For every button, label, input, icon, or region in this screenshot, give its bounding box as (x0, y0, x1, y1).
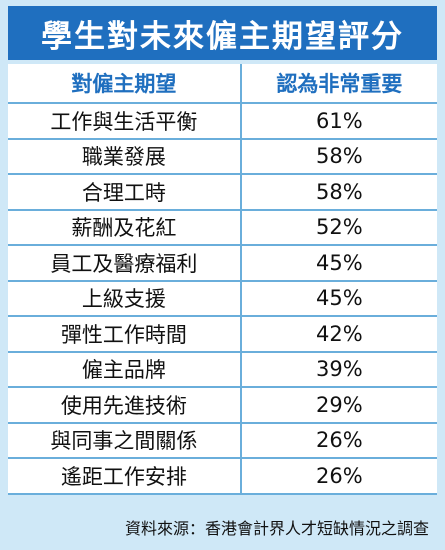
row-pct: 26% (240, 458, 437, 495)
row-item: 上級支援 (8, 280, 242, 317)
row-item: 合理工時 (8, 174, 242, 211)
row-item: 遙距工作安排 (8, 458, 242, 495)
row-item: 使用先進技術 (8, 387, 242, 424)
table-row: 使用先進技術 29% (8, 387, 437, 424)
row-pct: 61% (240, 103, 437, 140)
row-pct: 58% (240, 138, 437, 175)
table-row: 員工及醫療福利 45% (8, 245, 437, 282)
row-item: 薪酬及花紅 (8, 209, 242, 246)
row-pct: 58% (240, 174, 437, 211)
source-note: 資料來源：香港會計界人才短缺情況之調查 (124, 519, 429, 538)
table-row: 合理工時 58% (8, 174, 437, 211)
row-item: 僱主品牌 (8, 351, 242, 388)
row-pct: 45% (240, 245, 437, 282)
header-very-important: 認為非常重要 (240, 64, 437, 104)
row-pct: 29% (240, 387, 437, 424)
row-item: 彈性工作時間 (8, 316, 242, 353)
table-row: 遙距工作安排 26% (8, 458, 437, 495)
row-item: 與同事之間關係 (8, 422, 242, 459)
header-expectation: 對僱主期望 (8, 64, 242, 104)
row-item: 工作與生活平衡 (8, 103, 242, 140)
table-row: 上級支援 45% (8, 280, 437, 317)
table-row: 職業發展 58% (8, 138, 437, 175)
row-pct: 45% (240, 280, 437, 317)
table-row: 薪酬及花紅 52% (8, 209, 437, 246)
table-row: 與同事之間關係 26% (8, 422, 437, 459)
row-item: 員工及醫療福利 (8, 245, 242, 282)
row-pct: 39% (240, 351, 437, 388)
table-row: 僱主品牌 39% (8, 351, 437, 388)
table-row: 工作與生活平衡 61% (8, 103, 437, 140)
row-pct: 42% (240, 316, 437, 353)
row-pct: 52% (240, 209, 437, 246)
page-title: 學生對未來僱主期望評分 (8, 6, 437, 60)
row-pct: 26% (240, 422, 437, 459)
row-item: 職業發展 (8, 138, 242, 175)
table-row: 彈性工作時間 42% (8, 316, 437, 353)
table-header-row: 對僱主期望 認為非常重要 (8, 64, 437, 104)
expectation-table: 對僱主期望 認為非常重要 工作與生活平衡 61% 職業發展 58% 合理工時 5… (8, 64, 437, 495)
